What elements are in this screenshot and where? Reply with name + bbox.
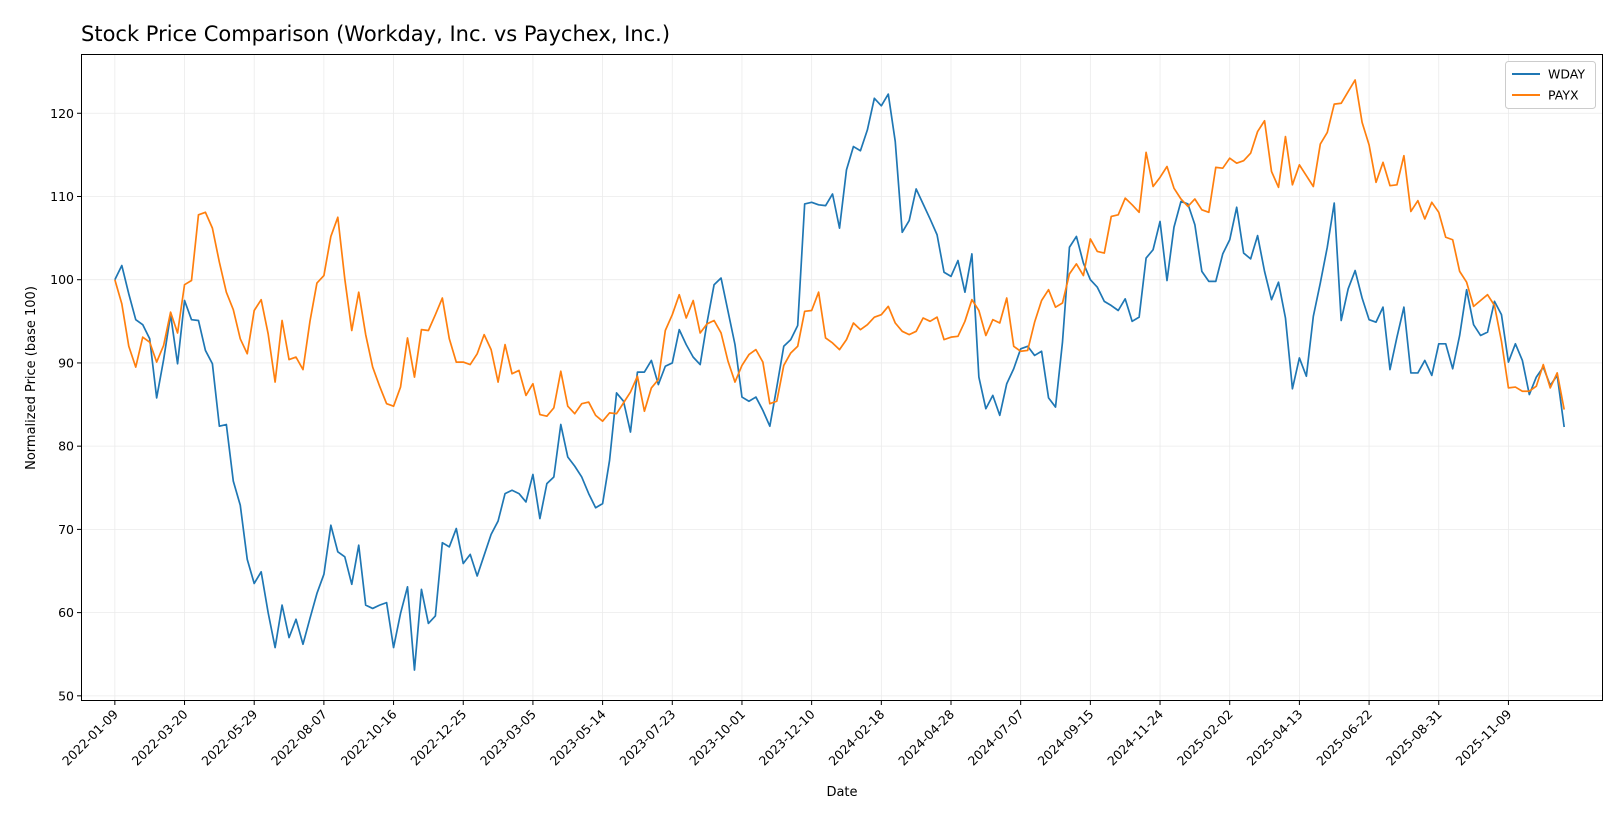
y-tick-label: 110 bbox=[50, 189, 74, 204]
x-tick-label: 2022-03-20 bbox=[129, 706, 191, 768]
x-axis: 2022-01-09 2022-03-20 2022-05-29 2022-08-07… bbox=[59, 700, 1515, 768]
x-tick-label: 2023-03-05 bbox=[477, 707, 539, 769]
x-tick-label: 2024-07-07 bbox=[965, 707, 1027, 769]
x-tick-label: 2023-07-23 bbox=[616, 707, 678, 769]
y-axis-label: Normalized Price (base 100) bbox=[24, 286, 39, 470]
x-tick-label: 2024-02-18 bbox=[825, 706, 887, 768]
x-tick-label: 2025-08-31 bbox=[1383, 707, 1445, 769]
legend-label-payx: PAYX bbox=[1548, 88, 1579, 103]
series-line-payx bbox=[114, 79, 1566, 423]
y-tick-label: 80 bbox=[58, 439, 74, 454]
x-tick-label: 2023-10-01 bbox=[686, 707, 748, 769]
legend-label-wday: WDAY bbox=[1548, 67, 1585, 82]
y-tick-label: 70 bbox=[58, 522, 74, 537]
x-tick-label: 2022-08-07 bbox=[268, 707, 330, 769]
y-tick-label: 60 bbox=[58, 605, 74, 620]
x-tick-label: 2025-02-02 bbox=[1174, 707, 1236, 769]
series-line-wday bbox=[114, 93, 1566, 671]
x-tick-label: 2023-05-14 bbox=[547, 706, 609, 768]
x-tick-label: 2025-06-22 bbox=[1313, 707, 1375, 769]
x-tick-label: 2024-11-24 bbox=[1104, 706, 1166, 768]
x-tick-label: 2024-09-15 bbox=[1034, 707, 1096, 769]
x-tick-label: 2022-12-25 bbox=[407, 707, 469, 769]
y-axis: 50 60 70 80 90 100 110 120 bbox=[50, 106, 82, 703]
legend: WDAY PAYX bbox=[1505, 61, 1596, 109]
grid bbox=[82, 55, 1602, 700]
plot-frame bbox=[81, 54, 1603, 701]
series-layer bbox=[114, 79, 1566, 671]
y-tick-label: 90 bbox=[58, 355, 74, 370]
x-tick-label: 2022-05-29 bbox=[198, 706, 260, 768]
chart-title: Stock Price Comparison (Workday, Inc. vs… bbox=[81, 22, 670, 46]
x-tick-label: 2022-10-16 bbox=[338, 706, 400, 768]
x-tick-label: 2025-04-13 bbox=[1244, 707, 1306, 769]
x-tick-label: 2023-12-10 bbox=[756, 706, 818, 768]
x-tick-label: 2025-11-09 bbox=[1453, 706, 1515, 768]
y-tick-label: 100 bbox=[50, 272, 74, 287]
x-tick-label: 2024-04-28 bbox=[895, 706, 957, 768]
y-tick-label: 50 bbox=[58, 688, 74, 703]
x-tick-label: 2022-01-09 bbox=[59, 706, 121, 768]
y-tick-label: 120 bbox=[50, 106, 74, 121]
x-axis-label: Date bbox=[826, 785, 857, 800]
